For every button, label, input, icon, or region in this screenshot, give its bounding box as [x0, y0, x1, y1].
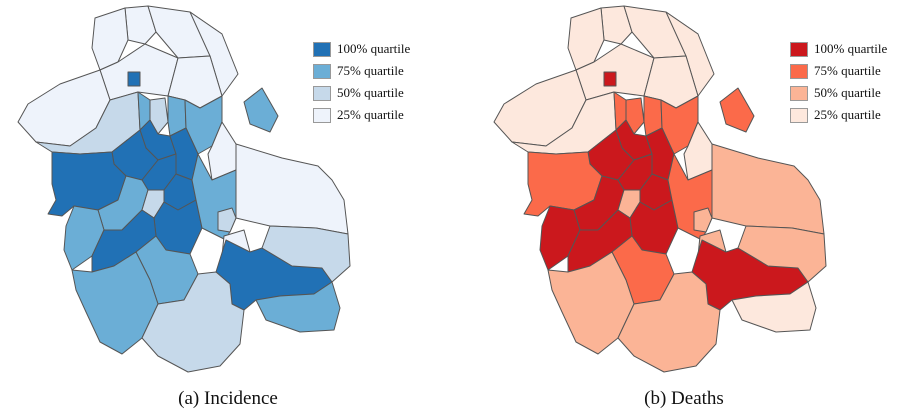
- incidence-panel: 100% quartile 75% quartile 50% quartile …: [17, 5, 410, 409]
- legend-label-25: 25% quartile: [814, 107, 881, 122]
- legend-row-75: 75% quartile: [790, 60, 887, 82]
- legend-row-50: 50% quartile: [313, 82, 410, 104]
- incidence-region-east-far: [235, 143, 349, 235]
- deaths-panel: 100% quartile 75% quartile 50% quartile …: [456, 0, 912, 417]
- deaths-caption: (b) Deaths: [644, 388, 724, 409]
- legend-label-75: 75% quartile: [337, 63, 404, 78]
- legend-row-25: 25% quartile: [790, 104, 887, 126]
- incidence-map: [17, 5, 351, 373]
- legend-swatch-75: [790, 63, 808, 79]
- legend-row-75: 75% quartile: [313, 60, 410, 82]
- legend-swatch-25: [790, 107, 808, 123]
- incidence-regions: [17, 5, 351, 373]
- deaths-region-north-east: [665, 11, 715, 97]
- legend-swatch-50: [313, 85, 331, 101]
- deaths-region-ne-spike: [719, 87, 755, 133]
- legend-row-100: 100% quartile: [790, 38, 887, 60]
- legend-label-50: 50% quartile: [814, 85, 881, 100]
- incidence-region-west-lower: [63, 205, 105, 271]
- legend-label-100: 100% quartile: [814, 41, 888, 56]
- deaths-region-east-far: [711, 143, 825, 235]
- legend-label-50: 50% quartile: [337, 85, 404, 100]
- incidence-region-se-bottom: [255, 281, 341, 333]
- legend-label-75: 75% quartile: [814, 63, 881, 78]
- legend-label-25: 25% quartile: [337, 107, 404, 122]
- deaths-region-south-mid: [617, 271, 721, 373]
- deaths-regions: [493, 5, 827, 373]
- legend-row-50: 50% quartile: [790, 82, 887, 104]
- legend-swatch-25: [313, 107, 331, 123]
- deaths-region-west-lower: [539, 205, 581, 271]
- legend-swatch-50: [790, 85, 808, 101]
- deaths-map: [493, 5, 827, 373]
- incidence-region-south-mid: [141, 271, 245, 373]
- legend-swatch-100: [790, 41, 808, 57]
- deaths-region-se-bottom: [731, 281, 817, 333]
- incidence-caption: (a) Incidence: [178, 388, 278, 409]
- deaths-region-east-small1: [693, 207, 713, 233]
- incidence-region-north-east: [189, 11, 239, 97]
- deaths-legend: 100% quartile 75% quartile 50% quartile …: [790, 38, 887, 126]
- legend-swatch-100: [313, 41, 331, 57]
- legend-row-100: 100% quartile: [313, 38, 410, 60]
- deaths-region-small-nw: [603, 71, 617, 87]
- incidence-region-small-nw: [127, 71, 141, 87]
- incidence-region-east-small1: [217, 207, 237, 233]
- incidence-region-ne-spike: [243, 87, 279, 133]
- legend-row-25: 25% quartile: [313, 104, 410, 126]
- incidence-legend: 100% quartile 75% quartile 50% quartile …: [313, 38, 410, 126]
- legend-swatch-75: [313, 63, 331, 79]
- legend-label-100: 100% quartile: [337, 41, 411, 56]
